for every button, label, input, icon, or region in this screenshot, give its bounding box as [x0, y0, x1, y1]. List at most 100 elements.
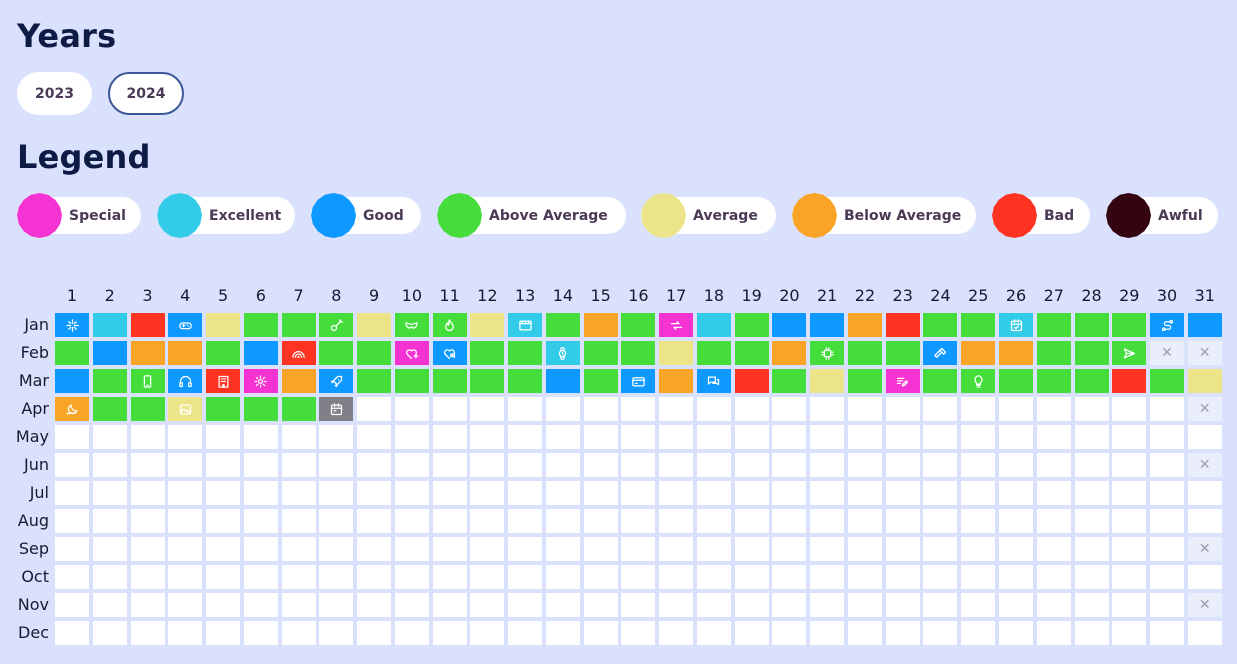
day-cell[interactable] — [55, 537, 89, 561]
day-cell[interactable] — [999, 509, 1033, 533]
day-cell[interactable] — [319, 565, 354, 589]
day-cell[interactable] — [206, 397, 241, 421]
day-cell[interactable] — [810, 593, 845, 617]
day-cell[interactable] — [281, 481, 316, 505]
day-cell[interactable] — [1187, 425, 1222, 449]
day-cell[interactable] — [55, 313, 89, 337]
day-cell[interactable] — [999, 565, 1033, 589]
day-cell[interactable] — [1036, 453, 1071, 477]
day-cell[interactable] — [847, 621, 882, 645]
year-2023-button[interactable]: 2023 — [17, 72, 92, 115]
day-cell[interactable] — [1074, 369, 1109, 393]
day-cell[interactable] — [583, 313, 618, 337]
day-cell[interactable] — [319, 341, 354, 365]
day-cell[interactable] — [168, 313, 203, 337]
day-cell[interactable] — [394, 453, 429, 477]
day-cell[interactable] — [432, 369, 467, 393]
day-cell[interactable] — [659, 397, 694, 421]
day-cell[interactable] — [885, 313, 920, 337]
day-cell[interactable] — [734, 481, 769, 505]
day-cell[interactable] — [432, 537, 467, 561]
day-cell[interactable] — [885, 565, 920, 589]
day-cell[interactable] — [999, 481, 1033, 505]
day-cell[interactable] — [319, 481, 354, 505]
day-cell[interactable] — [55, 565, 89, 589]
day-cell[interactable] — [1112, 453, 1147, 477]
day-cell[interactable] — [1074, 397, 1109, 421]
day-cell[interactable] — [1187, 313, 1222, 337]
day-cell[interactable] — [508, 481, 543, 505]
day-cell[interactable] — [621, 341, 656, 365]
day-cell[interactable] — [281, 593, 316, 617]
day-cell[interactable] — [470, 397, 505, 421]
day-cell[interactable] — [243, 425, 278, 449]
day-cell[interactable] — [999, 341, 1033, 365]
day-cell[interactable] — [281, 369, 316, 393]
day-cell[interactable] — [508, 537, 543, 561]
day-cell[interactable] — [847, 481, 882, 505]
day-cell[interactable] — [243, 481, 278, 505]
day-cell[interactable] — [1074, 593, 1109, 617]
day-cell[interactable] — [1150, 565, 1185, 589]
day-cell[interactable] — [696, 537, 731, 561]
day-cell[interactable] — [734, 397, 769, 421]
day-cell[interactable] — [696, 313, 731, 337]
day-cell[interactable] — [545, 453, 580, 477]
day-cell[interactable] — [92, 369, 127, 393]
day-cell[interactable] — [583, 425, 618, 449]
day-cell[interactable] — [621, 565, 656, 589]
day-cell[interactable] — [319, 593, 354, 617]
day-cell[interactable] — [999, 537, 1033, 561]
day-cell[interactable] — [999, 397, 1033, 421]
day-cell[interactable] — [55, 369, 89, 393]
day-cell[interactable] — [243, 453, 278, 477]
day-cell[interactable] — [621, 593, 656, 617]
day-cell[interactable] — [508, 313, 543, 337]
day-cell[interactable] — [734, 313, 769, 337]
day-cell[interactable] — [508, 425, 543, 449]
day-cell[interactable] — [1150, 537, 1185, 561]
day-cell[interactable] — [923, 481, 958, 505]
day-cell[interactable] — [319, 313, 354, 337]
day-cell[interactable] — [432, 397, 467, 421]
day-cell[interactable] — [847, 537, 882, 561]
day-cell[interactable] — [508, 565, 543, 589]
day-cell[interactable] — [432, 593, 467, 617]
day-cell[interactable] — [659, 341, 694, 365]
day-cell[interactable] — [621, 509, 656, 533]
day-cell[interactable] — [130, 397, 165, 421]
day-cell[interactable] — [1112, 425, 1147, 449]
day-cell[interactable] — [394, 537, 429, 561]
day-cell[interactable] — [696, 369, 731, 393]
day-cell[interactable] — [621, 369, 656, 393]
day-cell[interactable] — [92, 453, 127, 477]
day-cell[interactable] — [659, 453, 694, 477]
day-cell[interactable] — [55, 509, 89, 533]
day-cell[interactable] — [583, 341, 618, 365]
day-cell[interactable] — [885, 425, 920, 449]
day-cell[interactable] — [734, 565, 769, 589]
day-cell[interactable] — [394, 397, 429, 421]
day-cell[interactable] — [696, 621, 731, 645]
day-cell[interactable] — [734, 425, 769, 449]
day-cell[interactable] — [810, 453, 845, 477]
day-cell[interactable] — [621, 621, 656, 645]
day-cell[interactable] — [885, 621, 920, 645]
day-cell[interactable] — [92, 537, 127, 561]
day-cell[interactable] — [243, 341, 278, 365]
day-cell[interactable] — [923, 593, 958, 617]
day-cell[interactable] — [545, 425, 580, 449]
day-cell[interactable] — [206, 621, 241, 645]
day-cell[interactable] — [92, 397, 127, 421]
day-cell[interactable] — [1036, 425, 1071, 449]
day-cell[interactable] — [55, 621, 89, 645]
day-cell[interactable] — [357, 509, 392, 533]
day-cell[interactable] — [961, 397, 996, 421]
day-cell[interactable] — [1036, 369, 1071, 393]
day-cell[interactable] — [394, 621, 429, 645]
day-cell[interactable] — [810, 397, 845, 421]
day-cell[interactable] — [55, 593, 89, 617]
day-cell[interactable] — [659, 369, 694, 393]
day-cell[interactable] — [243, 593, 278, 617]
day-cell[interactable] — [206, 481, 241, 505]
